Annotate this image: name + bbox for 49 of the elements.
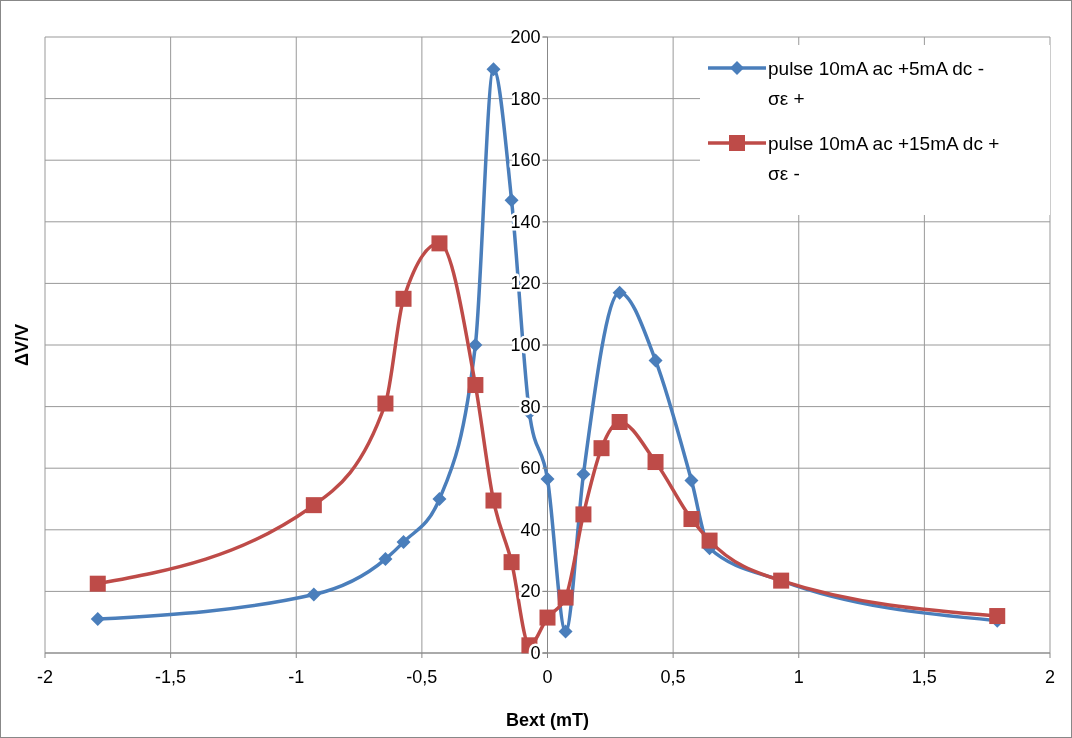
- point: [395, 290, 412, 307]
- legend-label: pulse 10mA ac +5mA dc - σε +: [768, 58, 984, 109]
- x-tick-label: 0,5: [660, 667, 686, 687]
- point: [306, 587, 321, 602]
- point: [503, 554, 520, 571]
- y-tick-label: 160: [510, 150, 541, 171]
- point: [504, 193, 519, 208]
- x-tick-label: -1: [288, 667, 305, 687]
- point: [558, 624, 573, 639]
- point: [684, 473, 699, 488]
- point: [701, 532, 718, 549]
- point: [648, 353, 663, 368]
- x-tick-label: 1: [793, 667, 804, 687]
- y-axis-title: ΔV/V: [12, 324, 32, 366]
- legend-label: pulse 10mA ac +15mA dc + σε -: [768, 133, 1000, 184]
- y-tick-label: 60: [520, 458, 541, 479]
- x-tick-label: -1,5: [155, 667, 187, 687]
- y-tick-label: 20: [520, 581, 541, 602]
- x-axis-title: Bext (mT): [505, 710, 590, 730]
- point: [468, 338, 483, 352]
- point: [305, 497, 322, 514]
- point: [612, 285, 627, 300]
- point: [378, 552, 393, 567]
- point: [683, 511, 700, 528]
- point: [575, 506, 592, 523]
- point: [396, 535, 411, 550]
- point: [557, 589, 574, 606]
- point: [540, 471, 555, 486]
- point: [989, 608, 1006, 625]
- x-tick-label: -0,5: [406, 667, 438, 687]
- point: [90, 612, 105, 627]
- point: [432, 492, 447, 506]
- point: [539, 609, 556, 626]
- y-tick-label: 200: [510, 27, 541, 47]
- point: [431, 235, 448, 252]
- y-tick-label: 180: [510, 88, 541, 109]
- point: [485, 492, 502, 509]
- point: [486, 62, 501, 77]
- x-tick-label: 1,5: [911, 667, 937, 687]
- point: [467, 377, 484, 394]
- y-tick-label: 40: [520, 519, 541, 540]
- x-tick-label: 2: [1044, 667, 1056, 687]
- x-tick-label: -2: [36, 667, 54, 687]
- point: [611, 414, 628, 430]
- point: [89, 575, 106, 592]
- point: [377, 395, 394, 412]
- point: [593, 440, 610, 457]
- point: [647, 454, 664, 471]
- point: [576, 467, 591, 482]
